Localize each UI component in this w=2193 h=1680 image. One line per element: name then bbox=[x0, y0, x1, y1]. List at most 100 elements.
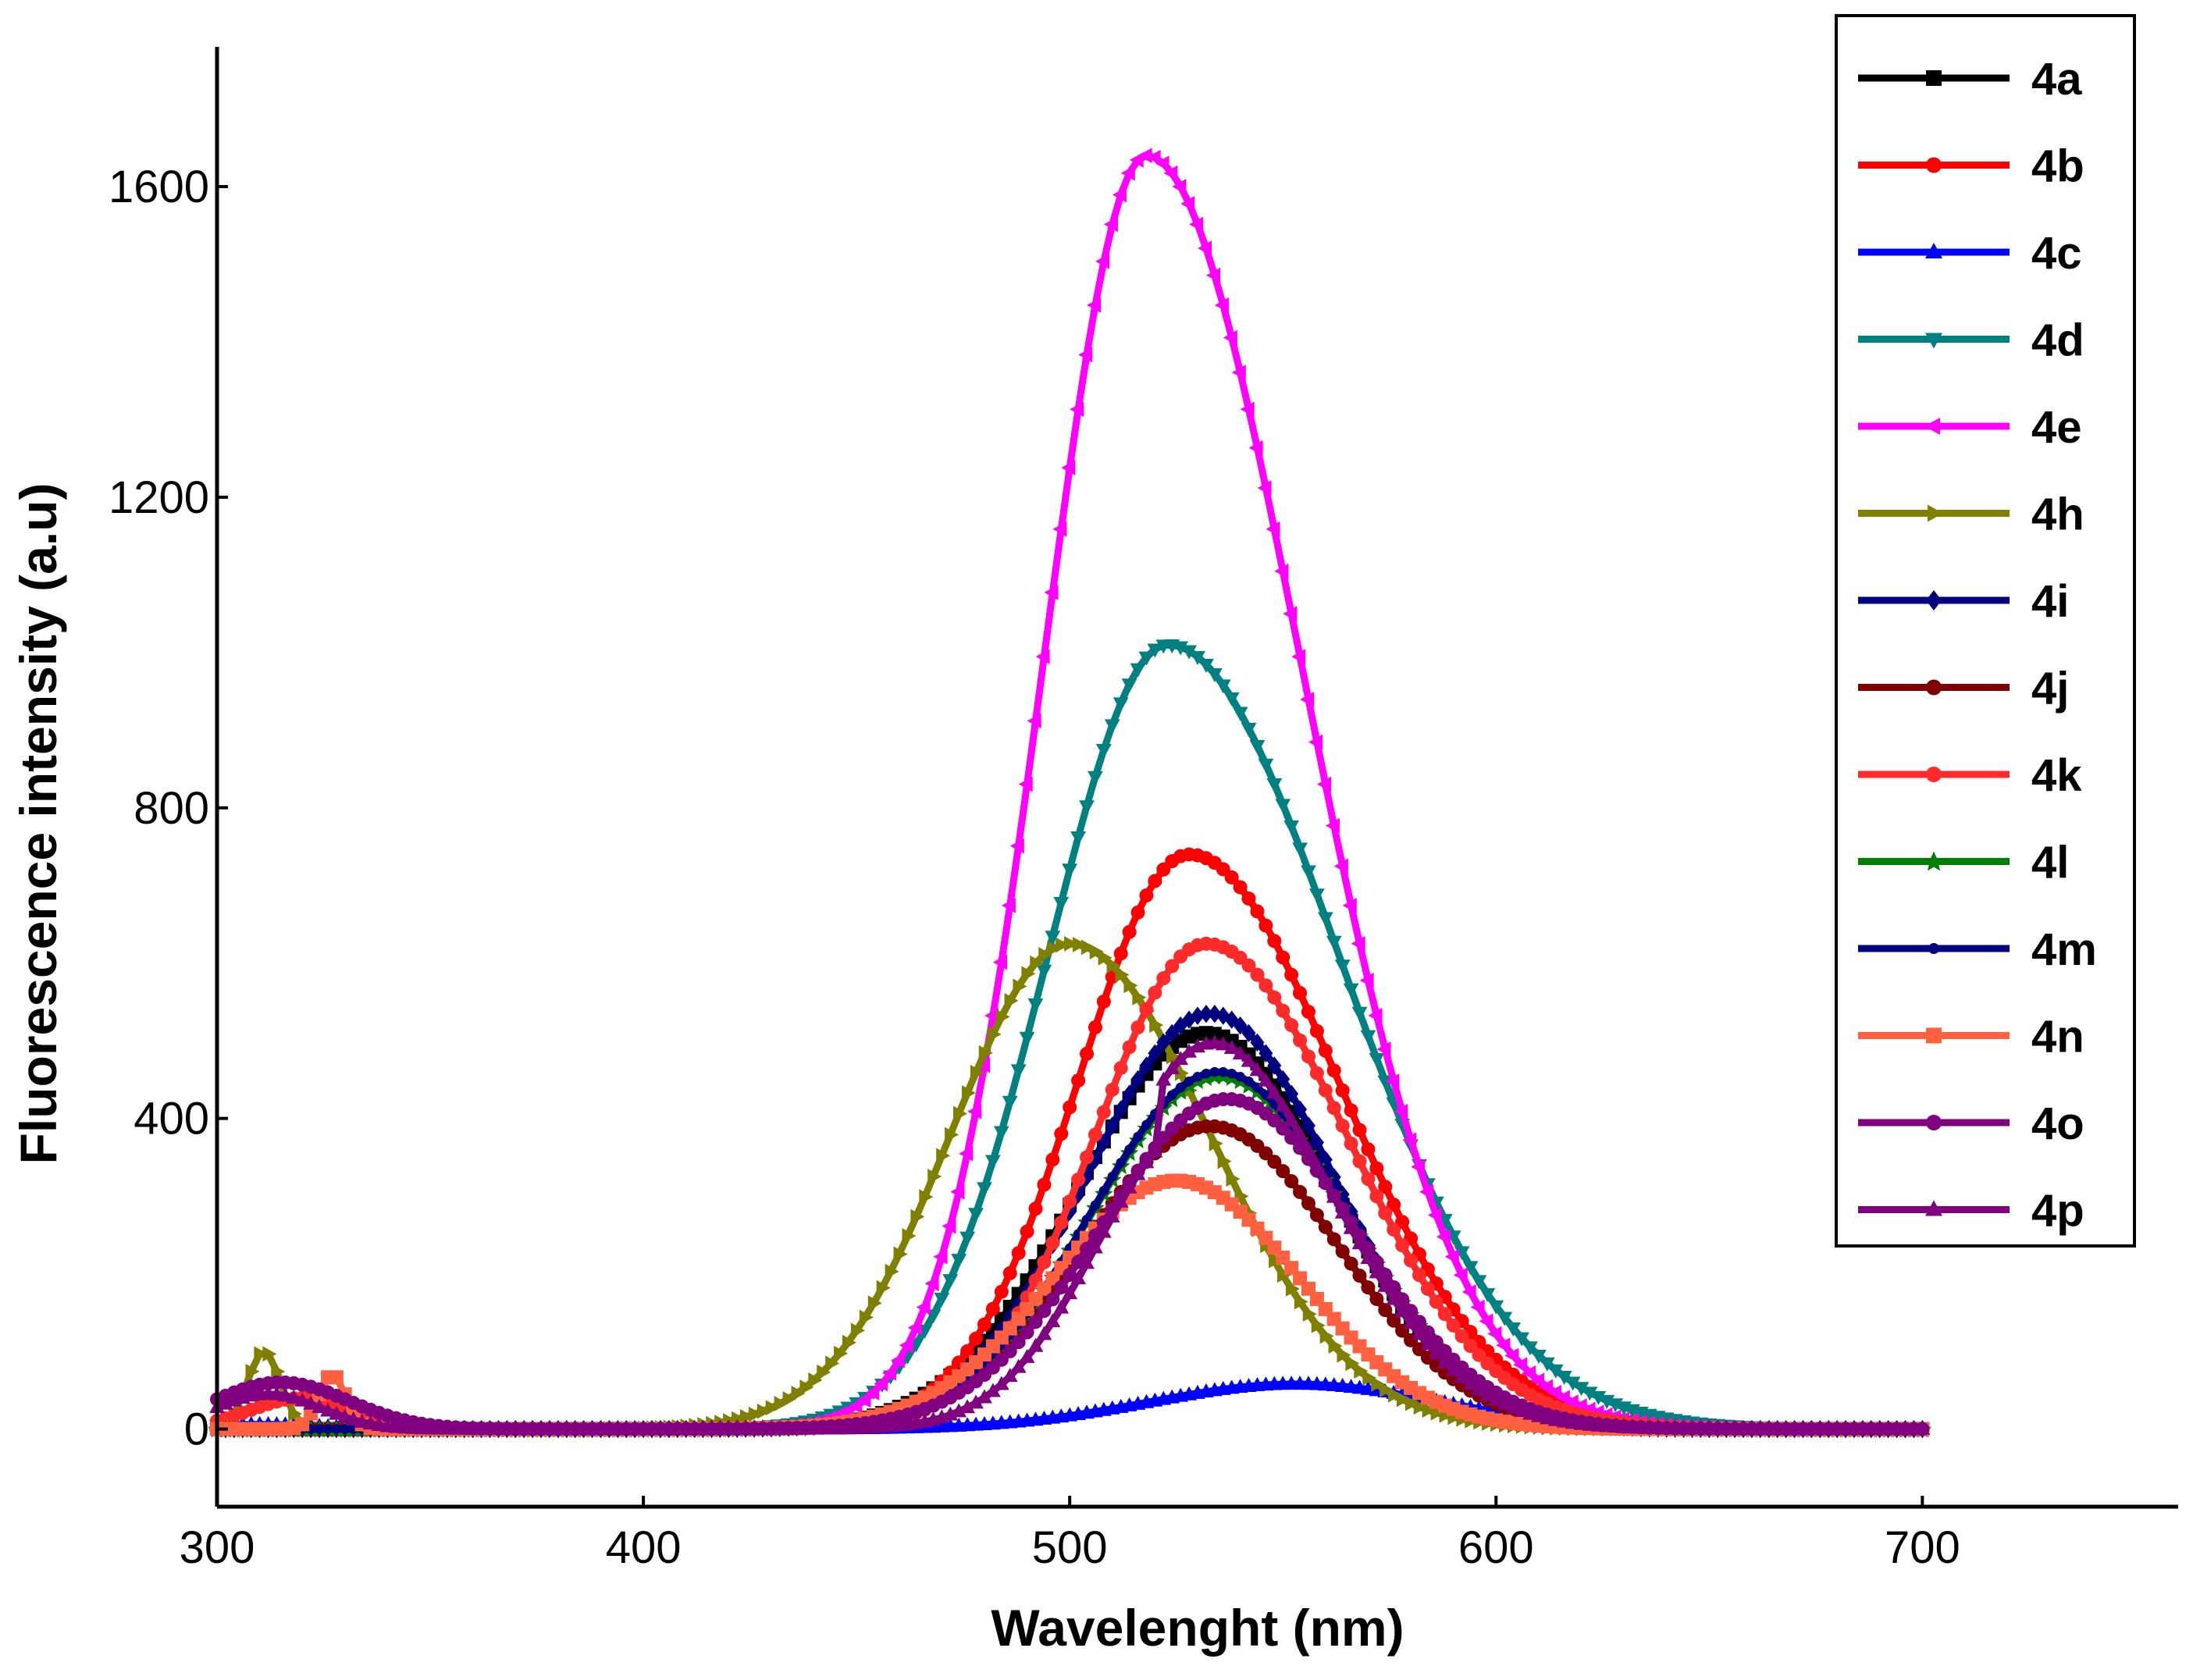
legend-label: 4n bbox=[2031, 1012, 2084, 1062]
data-point-4e bbox=[1487, 1326, 1502, 1342]
data-point-4i bbox=[1139, 1056, 1154, 1075]
data-point-4b bbox=[977, 1317, 991, 1332]
data-point-4i bbox=[1233, 1016, 1248, 1035]
data-point-4b bbox=[1122, 924, 1137, 939]
data-point-4e bbox=[1044, 584, 1059, 600]
data-point-4d bbox=[1317, 912, 1333, 927]
data-point-4d bbox=[942, 1274, 959, 1289]
data-point-4b bbox=[1326, 1063, 1341, 1078]
data-point-4i bbox=[1198, 1004, 1213, 1023]
data-point-4j bbox=[1293, 1184, 1308, 1199]
data-point-4d bbox=[1241, 722, 1257, 737]
series-4m bbox=[212, 1066, 1928, 1434]
data-point-4h bbox=[970, 1065, 984, 1080]
data-point-4h bbox=[1328, 1338, 1343, 1354]
data-point-4p bbox=[984, 1383, 1001, 1397]
data-point-4h bbox=[774, 1396, 789, 1411]
data-point-4p bbox=[1070, 1270, 1086, 1285]
y-tick-label-800: 800 bbox=[134, 783, 209, 834]
data-point-4e bbox=[1333, 858, 1348, 874]
data-point-4e bbox=[907, 1319, 922, 1336]
data-point-4b bbox=[969, 1331, 984, 1346]
y-tick-label-1600: 1600 bbox=[109, 162, 209, 212]
data-point-4p bbox=[1045, 1313, 1061, 1328]
data-point-4h bbox=[1337, 1347, 1351, 1363]
series-line-4k bbox=[215, 940, 1923, 1433]
data-point-4i bbox=[1148, 1044, 1162, 1062]
data-point-4e bbox=[848, 1398, 863, 1414]
legend: 4a 4b 4c 4d 4e 4h 4i 4j 4k 4l 4m 4n 4o 4p bbox=[1835, 14, 2136, 1248]
data-point-4k bbox=[1165, 959, 1180, 973]
data-point-4h bbox=[1285, 1280, 1300, 1297]
data-point-4e bbox=[1112, 187, 1127, 203]
data-point-4p bbox=[1130, 1166, 1146, 1180]
x-tick-label-500: 500 bbox=[1032, 1522, 1108, 1573]
data-point-4b bbox=[1113, 946, 1128, 961]
data-point-4b bbox=[1011, 1246, 1026, 1261]
legend-marker bbox=[1928, 504, 1943, 522]
data-point-4d bbox=[1088, 771, 1103, 785]
data-point-4e bbox=[1248, 440, 1263, 456]
data-point-4e bbox=[967, 1103, 982, 1119]
data-point-4e bbox=[1402, 1132, 1417, 1148]
data-point-4b bbox=[1080, 1046, 1095, 1061]
data-point-4k bbox=[1148, 985, 1162, 1000]
data-point-4p bbox=[1488, 1391, 1504, 1406]
data-point-4o bbox=[1054, 1280, 1069, 1294]
data-point-4h bbox=[1430, 1404, 1445, 1421]
data-point-4m bbox=[1090, 1200, 1101, 1211]
legend-marker bbox=[1924, 418, 1940, 435]
data-point-4e bbox=[1078, 347, 1093, 363]
data-point-4d bbox=[1002, 1095, 1018, 1110]
legend-label: 4l bbox=[2031, 838, 2069, 888]
data-point-4h bbox=[927, 1169, 942, 1184]
data-point-4e bbox=[1214, 297, 1229, 313]
data-point-4h bbox=[1269, 1252, 1283, 1269]
legend-label: 4b bbox=[2031, 141, 2084, 192]
data-point-4p bbox=[1147, 1143, 1163, 1158]
data-point-4e bbox=[1095, 253, 1110, 269]
data-point-4e bbox=[1257, 480, 1272, 496]
data-point-4e bbox=[1155, 155, 1169, 172]
data-point-4h bbox=[1098, 949, 1113, 966]
data-point-4e bbox=[1496, 1337, 1511, 1354]
data-point-4e bbox=[882, 1365, 897, 1381]
data-point-4b bbox=[1139, 888, 1154, 902]
legend-marker bbox=[1926, 767, 1942, 782]
data-point-4h bbox=[1013, 978, 1027, 995]
data-point-4k bbox=[1318, 1083, 1333, 1098]
series-4h bbox=[211, 935, 1931, 1437]
data-point-4b bbox=[1344, 1103, 1358, 1118]
data-point-4h bbox=[859, 1309, 874, 1326]
series-4p bbox=[209, 1034, 1931, 1435]
data-point-4h bbox=[1089, 944, 1104, 959]
data-point-4e bbox=[1223, 329, 1237, 346]
data-point-4k bbox=[1293, 1033, 1308, 1048]
data-point-4h bbox=[1277, 1267, 1292, 1283]
data-point-4e bbox=[1087, 297, 1102, 313]
x-tick-label-700: 700 bbox=[1885, 1522, 1960, 1573]
data-point-4m bbox=[340, 1424, 351, 1434]
data-point-4p bbox=[1266, 1084, 1283, 1099]
data-point-4p bbox=[1394, 1303, 1411, 1318]
data-point-4m bbox=[331, 1424, 342, 1434]
data-point-4h bbox=[842, 1334, 857, 1351]
data-point-4o bbox=[1284, 1130, 1299, 1145]
data-point-4h bbox=[245, 1363, 260, 1379]
data-point-4p bbox=[1241, 1052, 1257, 1067]
data-point-4d bbox=[1573, 1382, 1590, 1397]
data-point-4d bbox=[1497, 1312, 1513, 1326]
data-point-4e bbox=[1547, 1385, 1561, 1401]
data-point-4e bbox=[916, 1299, 931, 1315]
data-point-4e bbox=[1351, 935, 1365, 952]
data-point-4d bbox=[1514, 1332, 1529, 1347]
series-line-4e bbox=[217, 151, 1923, 1433]
legend-label: 4p bbox=[2031, 1186, 2084, 1237]
data-point-4m bbox=[1166, 1090, 1177, 1101]
data-point-4e bbox=[865, 1385, 880, 1401]
data-point-4e bbox=[1274, 563, 1289, 579]
data-point-4h bbox=[1354, 1363, 1369, 1379]
data-point-4h bbox=[1422, 1402, 1436, 1418]
data-point-4m bbox=[1175, 1082, 1186, 1093]
data-point-4d bbox=[1275, 799, 1291, 813]
